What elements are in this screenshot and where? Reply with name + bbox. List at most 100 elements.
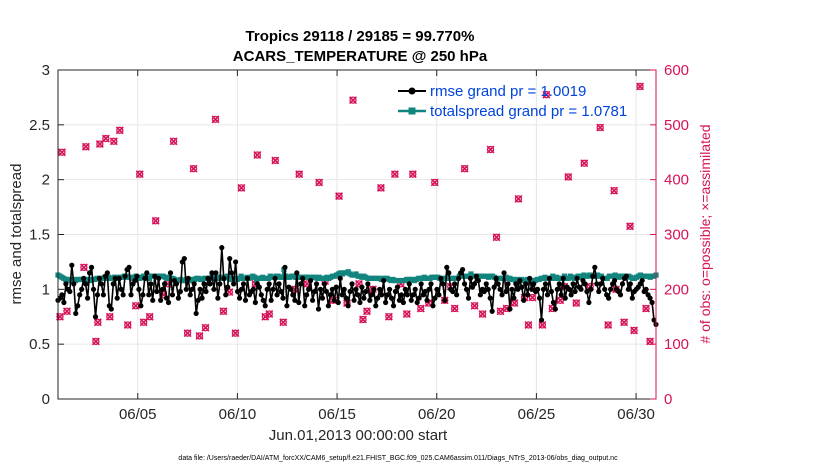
obs-possible-marker [596, 123, 604, 132]
rmse-point [546, 275, 553, 281]
obs-possible-marker [556, 296, 564, 304]
obs-assimilated-marker [430, 178, 439, 187]
rmse-point [268, 297, 274, 303]
rmse-point [217, 281, 223, 287]
obs-count-point [123, 321, 132, 329]
rmse-point [331, 297, 337, 303]
rmse-point [345, 303, 351, 309]
obs-assimilated-marker [151, 216, 160, 225]
rmse-point [517, 277, 523, 284]
rmse-point [333, 284, 339, 290]
obs-possible-marker [183, 329, 192, 337]
rmse-point [199, 295, 205, 301]
rmse-point [381, 277, 387, 284]
rmse-point [406, 281, 412, 287]
obs-assimilated-marker [93, 318, 102, 327]
rmse-point [511, 295, 517, 301]
obs-assimilated-marker [91, 337, 100, 346]
x-tick-label: 06/30 [617, 406, 655, 423]
obs-possible-marker [355, 280, 363, 288]
obs-count-point [81, 142, 90, 151]
obs-count-point [486, 145, 495, 154]
rmse-point [274, 292, 280, 298]
rmse-point [444, 264, 450, 270]
obs-possible-marker [271, 156, 279, 165]
rmse-point [365, 281, 371, 287]
legend: rmse grand pr = 1.0019 totalspread grand… [398, 83, 627, 120]
rmse-point [114, 295, 120, 301]
obs-possible-marker [349, 96, 357, 104]
obs-count-point [450, 304, 459, 313]
obs-assimilated-marker [646, 337, 654, 346]
rmse-point [165, 299, 172, 306]
obs-count-point [139, 318, 148, 327]
obs-possible-marker [385, 313, 393, 321]
obs-assimilated-marker [335, 192, 344, 201]
rmse-point [491, 284, 497, 290]
obs-possible-marker [80, 263, 88, 272]
obs-count-point [430, 178, 439, 187]
obs-count-point [201, 323, 210, 332]
y-right-tick-label: 400 [664, 172, 689, 189]
rmse-point [142, 275, 148, 281]
rmse-point [521, 297, 527, 303]
rmse-point [544, 292, 551, 298]
obs-assimilated-marker [349, 96, 357, 105]
obs-possible-marker [580, 159, 588, 167]
rmse-point [430, 303, 436, 309]
obs-assimilated-marker [514, 194, 523, 203]
rmse-point [596, 288, 602, 295]
rmse-point [94, 292, 101, 298]
rmse-point [554, 286, 560, 292]
rmse-point [438, 275, 444, 281]
obs-count-point [610, 186, 619, 195]
obs-possible-marker [359, 315, 367, 324]
rmse-point [79, 286, 85, 292]
obs-possible-marker [363, 307, 371, 315]
obs-possible-marker [431, 178, 439, 187]
rmse-point [112, 275, 118, 281]
rmse-point [152, 273, 158, 279]
rmse-point [205, 275, 211, 281]
obs-count-point [514, 194, 523, 203]
obs-count-point [564, 172, 573, 181]
rmse-point [209, 270, 215, 276]
obs-assimilated-marker [604, 321, 613, 329]
obs-assimilated-marker [231, 329, 240, 338]
obs-possible-marker [237, 184, 246, 192]
x-tick-label: 06/05 [119, 406, 157, 423]
rmse-point [175, 295, 181, 301]
rmse-point [584, 288, 590, 295]
obs-assimilated-marker [390, 170, 399, 179]
rmse-point [651, 317, 657, 323]
rmse-point [489, 308, 495, 314]
rmse-point [244, 275, 251, 281]
rmse-point [606, 295, 612, 301]
rmse-point [280, 295, 286, 301]
rmse-point [467, 275, 474, 281]
rmse-point [396, 297, 403, 303]
obs-count-point [390, 170, 399, 179]
obs-assimilated-marker [355, 279, 363, 288]
rmse-point [75, 303, 81, 309]
obs-possible-marker [231, 329, 240, 337]
rmse-point [69, 262, 75, 268]
rmse-point [384, 292, 391, 298]
obs-possible-marker [94, 318, 102, 326]
obs-count-point [237, 183, 246, 192]
obs-assimilated-marker [81, 142, 90, 151]
rmse-point [73, 310, 79, 317]
rmse-point [540, 286, 547, 292]
rmse-point [436, 292, 442, 298]
rmse-point [300, 275, 306, 281]
obs-assimilated-marker [279, 318, 288, 327]
obs-assimilated-marker [359, 315, 367, 324]
rmse-point [649, 299, 655, 306]
axes: 06/05 06/10 06/15 06/20 06/25 06/30 0 0.5 1 1.5 2 2… [29, 62, 689, 423]
obs-assimilated-marker [79, 263, 88, 272]
rmse-point [377, 286, 383, 292]
rmse-point [272, 275, 278, 281]
obs-count-point [572, 299, 581, 308]
rmse-point [359, 284, 365, 290]
rmse-point [509, 286, 515, 292]
